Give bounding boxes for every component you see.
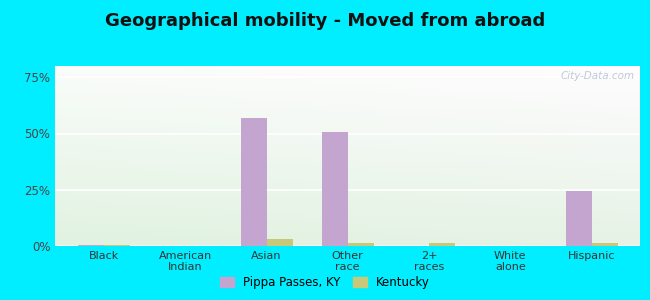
Text: Geographical mobility - Moved from abroad: Geographical mobility - Moved from abroa… (105, 12, 545, 30)
Bar (78, 245, 104, 246)
Bar (104, 245, 130, 246)
Bar (566, 191, 592, 246)
Bar (240, 118, 266, 246)
Bar (592, 243, 618, 246)
Bar (348, 243, 374, 246)
Bar (322, 132, 348, 246)
Text: City-Data.com: City-Data.com (560, 71, 634, 81)
Bar (266, 239, 292, 246)
Bar (429, 243, 455, 246)
Legend: Pippa Passes, KY, Kentucky: Pippa Passes, KY, Kentucky (215, 272, 435, 294)
